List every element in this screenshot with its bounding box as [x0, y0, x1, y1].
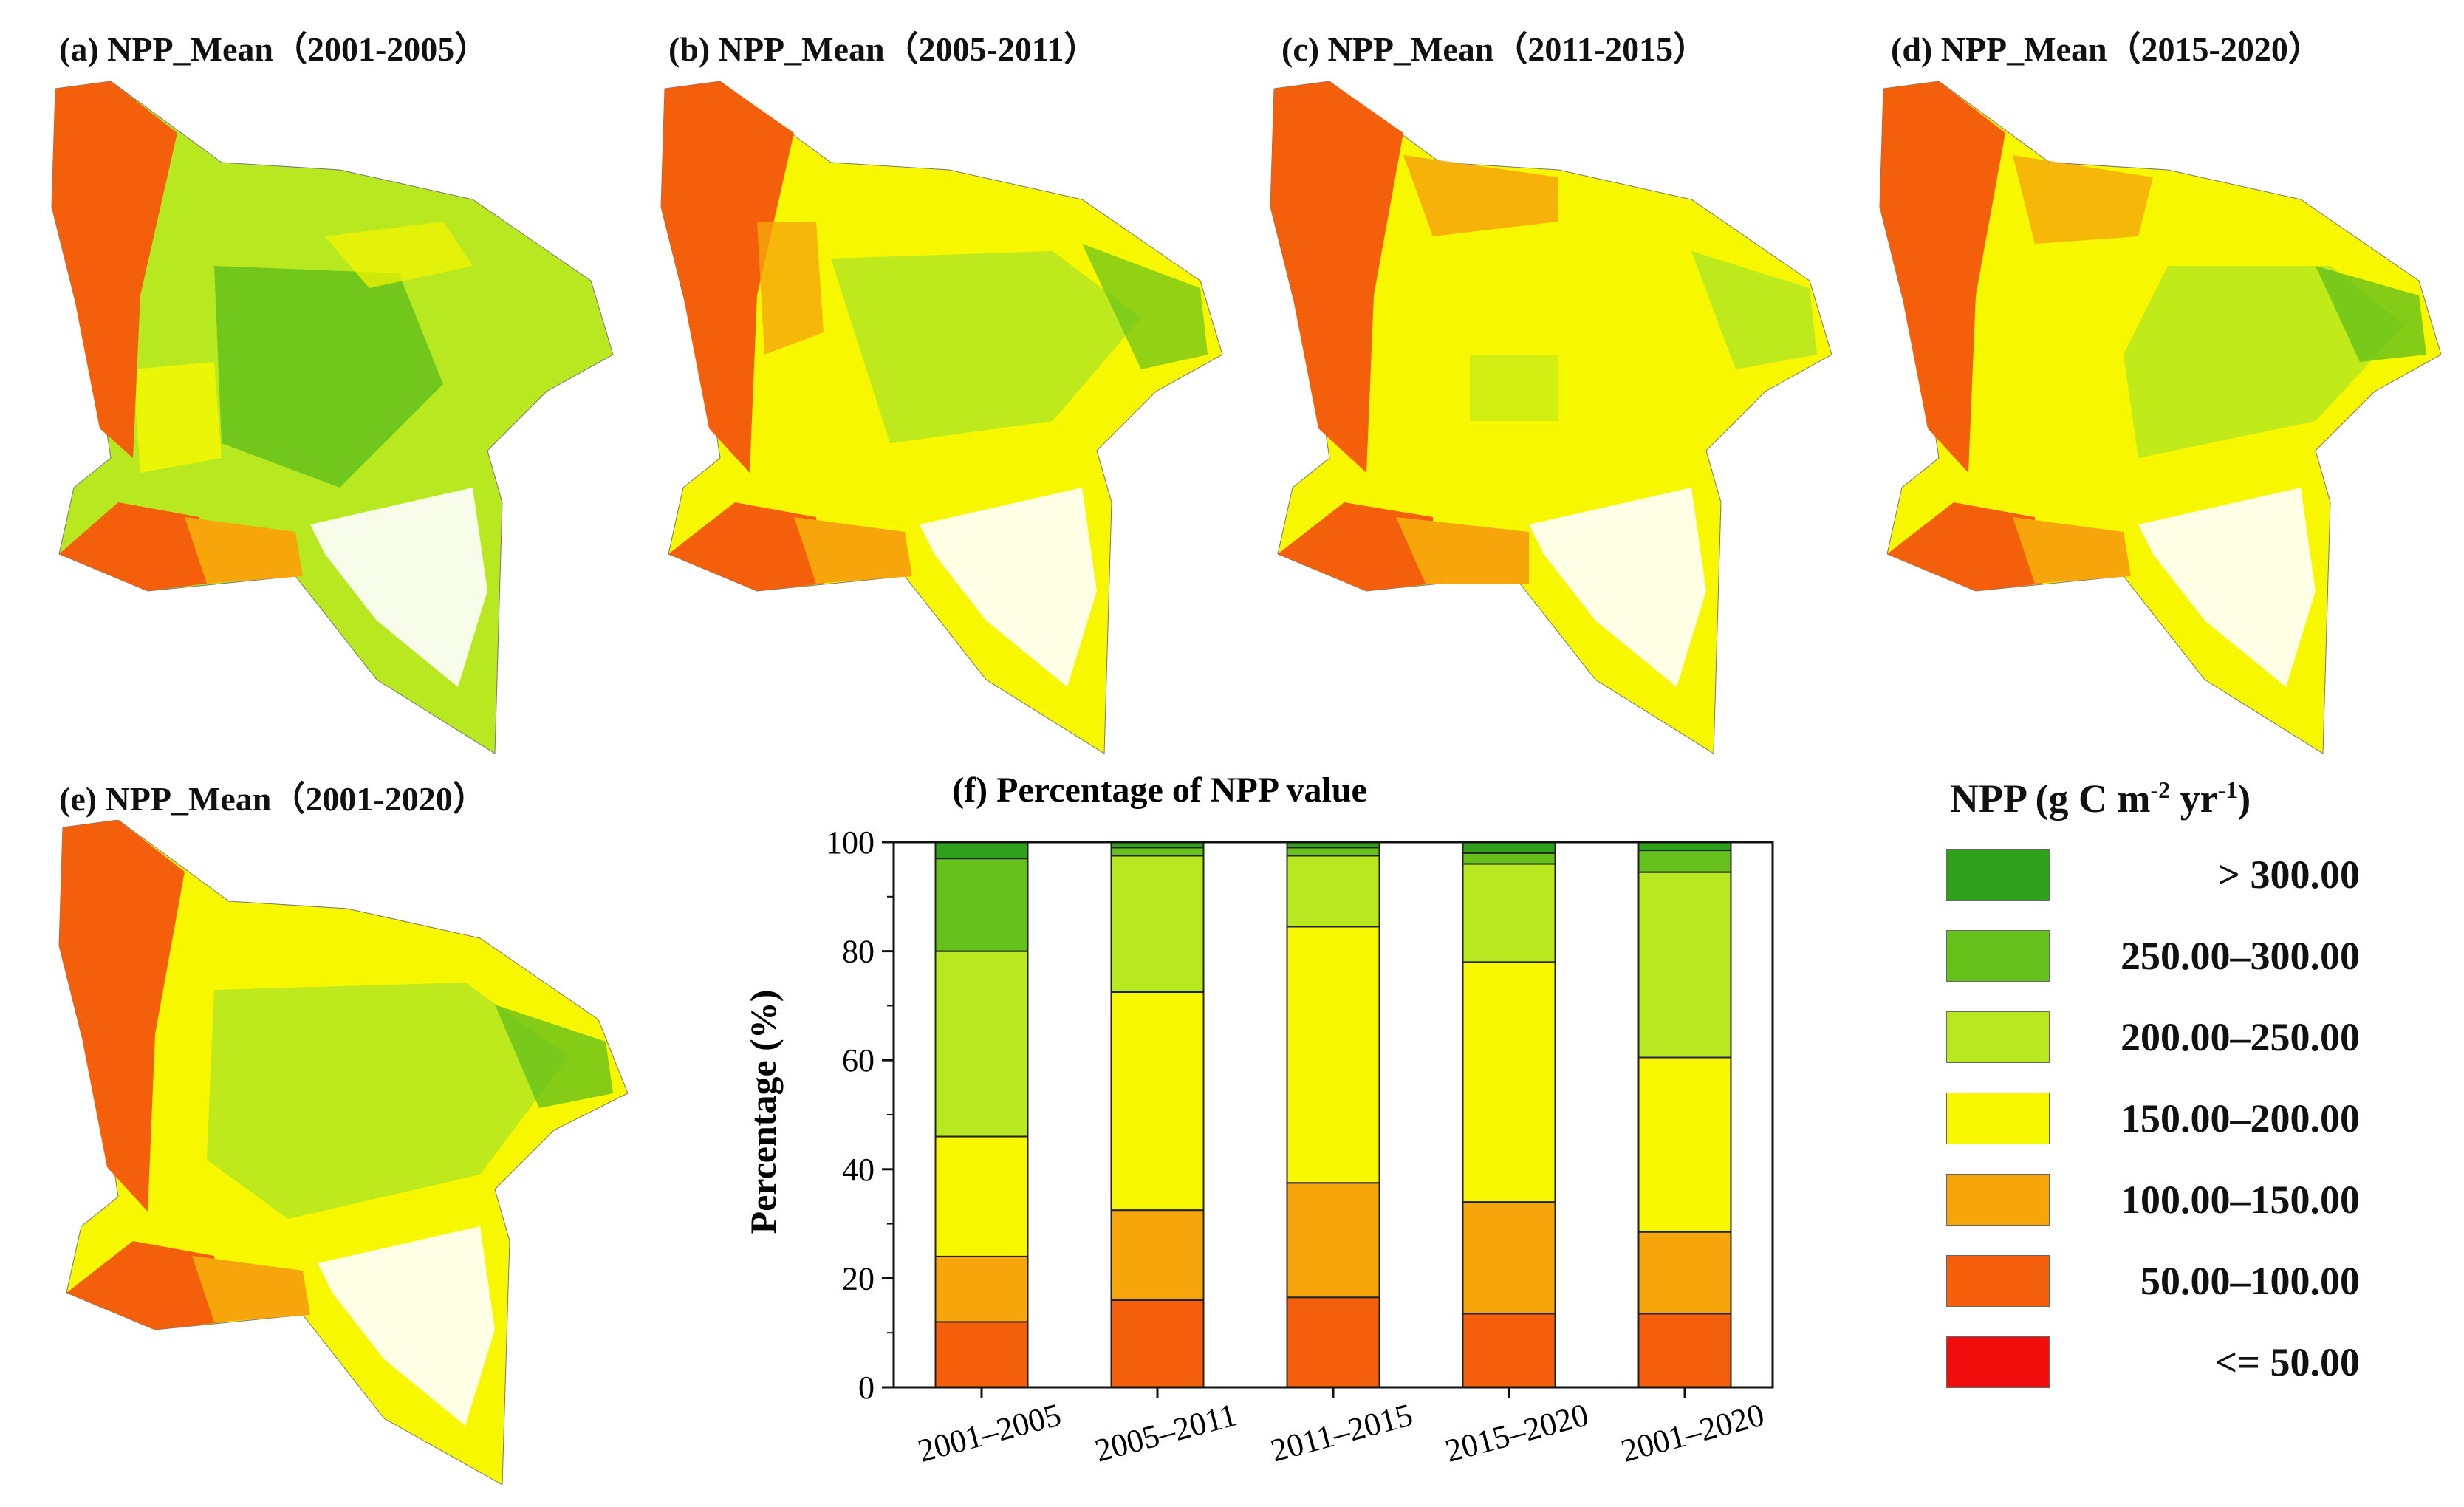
map-title-e: (e) NPP_Mean（2001-2020） [59, 780, 487, 818]
bar-segment-0-2 [934, 1255, 1029, 1323]
legend-title-exp1: -2 [2150, 776, 2171, 803]
legend-item-4: 100.00–150.00 [1946, 1171, 2360, 1230]
legend-title-mid: yr [2170, 776, 2218, 821]
y-axis-label: Percentage (%) [742, 990, 784, 1234]
legend-item-3: 150.00–200.00 [1946, 1090, 2360, 1149]
bar-segment-3-3 [1462, 961, 1556, 1203]
bar-segment-0-1 [934, 1321, 1029, 1388]
npp-map-2001-2005 [51, 81, 614, 754]
legend-item-1: 250.00–300.00 [1946, 927, 2360, 986]
map-title-d: (d) NPP_Mean（2015-2020） [1891, 30, 2322, 68]
bar-segment-0-5 [934, 858, 1029, 952]
map-title-a: (a) NPP_Mean（2001-2005） [59, 30, 489, 68]
legend-title-exp2: -1 [2217, 776, 2238, 803]
bar-segment-1-4 [1110, 855, 1205, 993]
bar-segment-0-4 [934, 950, 1029, 1138]
chart-title: (f) Percentage of NPP value [952, 770, 1367, 810]
legend-label-5: 50.00–100.00 [2140, 1259, 2360, 1303]
bar-segment-2-3 [1286, 926, 1380, 1184]
y-tick-label-4: 80 [842, 934, 875, 970]
legend-swatch-0 [1946, 849, 2050, 901]
bar-segment-2-5 [1286, 847, 1380, 857]
bar-segment-4-4 [1637, 871, 1732, 1059]
legend-label-2: 200.00–250.00 [2121, 1015, 2360, 1059]
legend-swatch-4 [1946, 1174, 2050, 1226]
bar-segment-1-3 [1110, 991, 1205, 1212]
legend-label-0: > 300.00 [2217, 852, 2360, 897]
npp-map-2011-2015 [1270, 81, 1832, 754]
bar-segment-2-4 [1286, 855, 1380, 928]
legend-item-6: <= 50.00 [1946, 1333, 2360, 1392]
legend-item-0: > 300.00 [1946, 846, 2360, 905]
map-title-b: (b) NPP_Mean（2005-2011） [668, 30, 1098, 68]
npp-map-2015-2020 [1879, 81, 2442, 754]
bar-segment-1-1 [1110, 1299, 1205, 1388]
x-tick-label-3: 2015–2020 [1442, 1396, 1592, 1469]
bar-segment-4-6 [1637, 841, 1732, 852]
bar-segment-3-6 [1462, 841, 1556, 854]
y-tick-label-3: 60 [842, 1042, 875, 1079]
bar-segment-2-2 [1286, 1182, 1380, 1299]
bar-segment-3-4 [1462, 863, 1556, 963]
bar-segment-4-5 [1637, 850, 1732, 873]
legend-label-1: 250.00–300.00 [2121, 934, 2360, 978]
x-tick-label-0: 2001–2005 [914, 1396, 1065, 1469]
bar-segment-3-1 [1462, 1313, 1556, 1388]
legend-label-3: 150.00–200.00 [2121, 1096, 2360, 1141]
legend-label-6: <= 50.00 [2214, 1340, 2360, 1384]
bar-segment-4-1 [1637, 1313, 1732, 1388]
legend-label-4: 100.00–150.00 [2121, 1178, 2360, 1222]
map-title-c: (c) NPP_Mean（2011-2015） [1281, 30, 1708, 68]
y-tick-label-1: 20 [842, 1260, 875, 1296]
legend-swatch-1 [1946, 930, 2050, 982]
npp-map-2005-2011 [660, 81, 1223, 754]
legend-swatch-6 [1946, 1336, 2050, 1388]
legend-title-text: NPP (g C m [1950, 776, 2151, 821]
x-tick-label-2: 2011–2015 [1267, 1396, 1416, 1469]
bar-segment-1-5 [1110, 847, 1205, 857]
y-tick-label-2: 40 [842, 1152, 875, 1188]
x-tick-label-4: 2001–2020 [1618, 1396, 1768, 1469]
npp-map-2001-2020 [58, 820, 629, 1485]
bar-segment-4-3 [1637, 1056, 1732, 1233]
legend-title-end: ) [2237, 776, 2251, 821]
y-tick-label-5: 100 [826, 824, 875, 861]
legend-swatch-3 [1946, 1093, 2050, 1144]
x-tick-label-1: 2005–2011 [1091, 1396, 1240, 1469]
bar-segment-2-1 [1286, 1296, 1380, 1388]
npp-percentage-chart: (f) Percentage of NPP value Percentage (… [742, 770, 1774, 1469]
legend-item-5: 50.00–100.00 [1946, 1252, 2360, 1311]
legend-item-2: 200.00–250.00 [1946, 1008, 2360, 1067]
bar-segment-0-3 [934, 1135, 1029, 1257]
bar-segment-3-5 [1462, 852, 1556, 865]
bar-segment-0-6 [934, 841, 1029, 860]
legend-title: NPP (g C m-2 yr-1) [1950, 776, 2251, 821]
bar-segment-3-2 [1462, 1201, 1556, 1315]
bar-segment-4-2 [1637, 1231, 1732, 1315]
y-tick-label-0: 0 [858, 1370, 875, 1406]
legend-swatch-5 [1946, 1255, 2050, 1307]
bar-segment-1-2 [1110, 1209, 1205, 1301]
legend-swatch-2 [1946, 1011, 2050, 1063]
